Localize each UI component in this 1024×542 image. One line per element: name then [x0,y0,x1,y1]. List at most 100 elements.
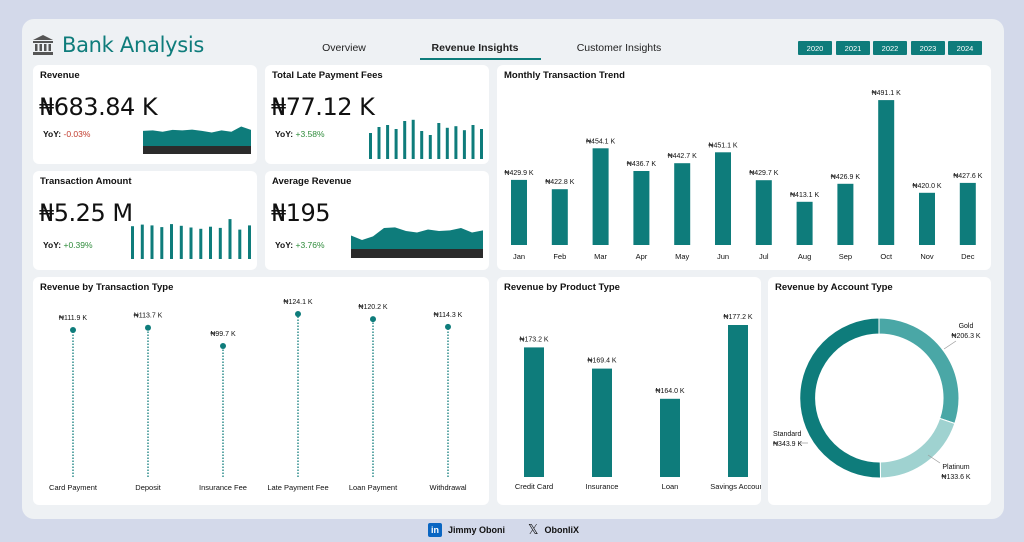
account-type-leader-line [943,340,957,350]
late-fees-spark-bar [411,119,415,159]
monthly-tick-label: Feb [553,252,566,261]
revenue-title: Revenue [40,70,80,81]
transaction-type-tick-label: Card Payment [49,483,98,492]
monthly-tick-label: Jul [759,252,769,261]
monthly-bar-label: ₦427.6 K [953,173,983,180]
linkedin-icon: in [428,523,442,537]
year-filter-2023[interactable]: 2023 [911,41,945,55]
monthly-bar-label: ₦429.7 K [749,170,779,177]
transaction-type-tick-label: Insurance Fee [199,483,247,492]
transaction-spark-bar [189,227,193,259]
average-revenue-card: Average Revenue ₦195 YoY: +3.76% [265,171,489,270]
transaction-spark-bar [218,227,222,259]
monthly-tick-label: Oct [880,252,893,261]
monthly-bar [755,180,772,245]
tab-revenue-insights[interactable]: Revenue Insights [431,42,519,54]
account-type-title: Revenue by Account Type [775,282,893,293]
monthly-bar [959,182,976,245]
monthly-bar-label: ₦426.9 K [831,174,861,181]
product-type-tick-label: Loan [662,482,679,491]
transaction-type-value-label: ₦124.1 K [283,299,313,306]
late-fees-spark-bar [369,133,372,159]
year-filter-2024[interactable]: 2024 [948,41,982,55]
footer-x[interactable]: 𝕏 ObonIiX [528,522,579,538]
transaction-type-dot [220,343,226,349]
transaction-type-value-label: ₦120.2 K [358,304,388,311]
monthly-bar-label: ₦454.1 K [586,138,616,145]
late-fees-yoy: YoY: +3.58% [275,129,325,139]
average-revenue-sparkline-area [351,227,483,249]
product-type-chart: ₦173.2 K Credit Card ₦169.4 K Insurance ₦164… [515,314,761,491]
monthly-bar-label: ₦491.1 K [872,90,902,97]
monthly-bar [878,100,895,245]
transaction-spark-bar [170,224,173,259]
transaction-amount-value: ₦5.25 M [39,199,133,227]
transaction-amount-card: Transaction Amount ₦5.25 M YoY: +0.39% [33,171,257,270]
product-type-value-label: ₦164.0 K [655,388,685,395]
monthly-bar [919,192,935,245]
product-type-bar [592,368,612,477]
year-filter-2020[interactable]: 2020 [798,41,832,55]
page-title: Bank Analysis [62,33,205,57]
transaction-type-value-label: ₦113.7 K [134,313,163,320]
transaction-spark-bar [150,225,154,259]
revenue-sparkline [143,126,251,154]
average-revenue-value: ₦195 [271,199,331,227]
average-revenue-yoy-label: YoY: [275,240,294,250]
late-fees-yoy-value: +3.58% [295,129,325,139]
revenue-sparkline-area [143,126,251,146]
year-filter-2022[interactable]: 2022 [873,41,907,55]
tab-customer-insights[interactable]: Customer Insights [576,42,662,54]
account-type-slice [799,317,882,479]
monthly-bar [633,171,650,245]
late-fees-value: ₦77.12 K [271,93,375,121]
transaction-type-value-label: ₦111.9 K [59,315,87,322]
transaction-spark-bar [228,219,232,259]
revenue-value: ₦683.84 K [39,93,158,121]
transaction-type-dot [70,327,76,333]
account-type-leader-line [927,454,941,464]
average-revenue-sparkline [351,227,483,258]
tab-overview[interactable]: Overview [322,42,366,54]
transaction-type-dot [370,316,376,323]
transaction-amount-title: Transaction Amount [40,176,132,187]
product-type-tick-label: Insurance [586,482,619,491]
monthly-bar-label: ₦442.7 K [668,153,698,160]
monthly-trend-chart: ₦429.9 K Jan ₦422.8 K Feb ₦454.1 K Mar ₦436.7 … [504,90,983,261]
transaction-type-card: Revenue by Transaction Type ₦111.9 K Card… [33,277,489,505]
monthly-bar-label: ₦451.1 K [708,142,738,149]
transaction-spark-bar [199,228,203,259]
transaction-type-dot [295,311,301,317]
late-fees-spark-bar [471,125,475,159]
transaction-spark-bar [131,226,134,259]
monthly-tick-label: Mar [594,252,607,261]
account-type-category-label: Standard [773,431,802,438]
transaction-spark-bar [160,227,164,259]
monthly-bar [592,148,609,245]
late-fees-spark-bar [462,130,466,159]
late-fees-spark-bar [394,129,398,159]
account-type-slice [878,317,960,425]
footer-linkedin[interactable]: in Jimmy Oboni [428,522,505,538]
account-type-category-label: Platinum [942,464,969,471]
average-revenue-title: Average Revenue [272,176,352,187]
monthly-tick-label: Jun [717,252,729,261]
monthly-tick-label: Nov [920,252,934,261]
product-type-tick-label: Credit Card [515,482,553,491]
year-filter-2021[interactable]: 2021 [836,41,870,55]
transaction-type-tick-label: Loan Payment [349,483,398,492]
transaction-type-dot [145,324,151,331]
product-type-bar [660,398,680,477]
linkedin-name: Jimmy Oboni [448,525,506,535]
late-fees-yoy-label: YoY: [275,129,294,139]
late-fees-spark-bar [420,131,424,159]
product-type-card: Revenue by Product Type ₦173.2 K Credit C… [497,277,761,505]
transaction-type-tick-label: Deposit [135,483,161,492]
monthly-tick-label: May [675,252,689,261]
monthly-bar-label: ₦422.8 K [545,179,575,186]
monthly-bar-label: ₦429.9 K [504,170,534,177]
account-type-value-label: ₦343.9 K [773,441,803,448]
late-fees-spark-bar [454,126,458,159]
transaction-type-tick-label: Withdrawal [429,483,466,492]
late-fees-spark-bar [480,129,483,159]
